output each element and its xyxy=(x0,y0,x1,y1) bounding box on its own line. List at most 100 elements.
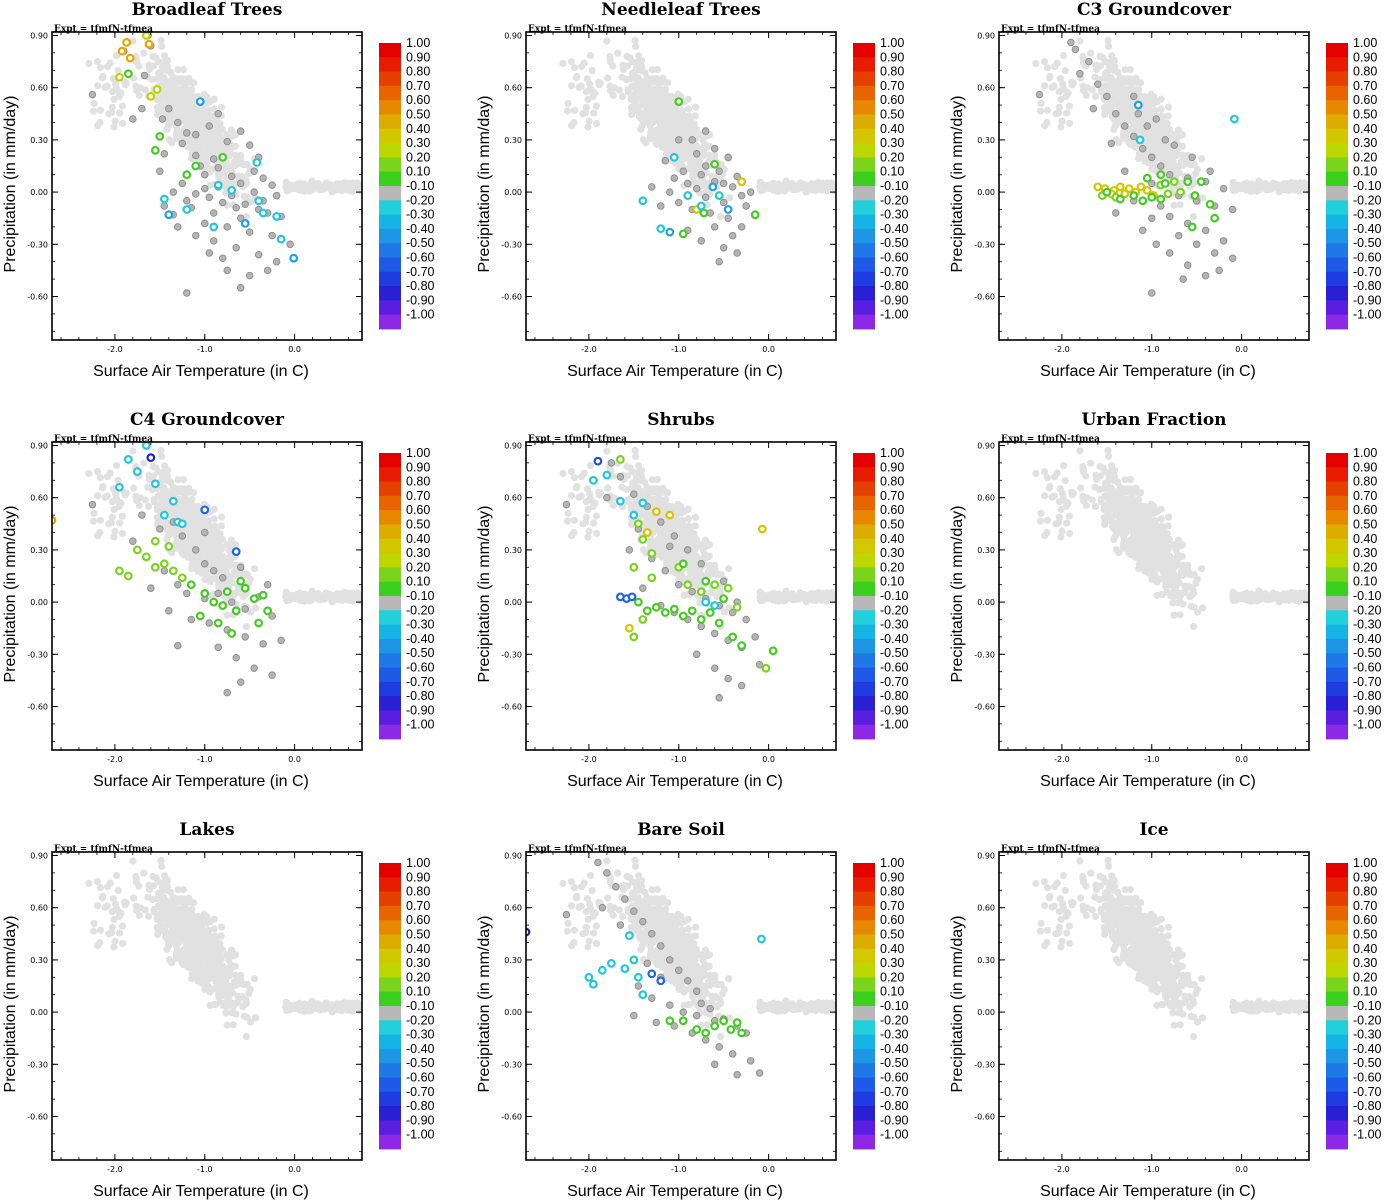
background-point xyxy=(651,91,659,99)
neutral-point xyxy=(201,219,209,228)
background-point xyxy=(210,130,218,139)
colored-point xyxy=(701,597,711,607)
background-point xyxy=(1063,109,1071,117)
colorbar-label: 0.20 xyxy=(406,150,430,164)
background-point xyxy=(1170,201,1178,209)
colored-point xyxy=(683,580,693,590)
background-point xyxy=(827,592,835,600)
background-point xyxy=(173,485,181,493)
colored-point xyxy=(710,580,720,590)
background-point xyxy=(164,122,173,130)
background-point xyxy=(713,593,721,601)
x-tick-label: -1.0 xyxy=(197,755,213,764)
background-point xyxy=(1101,468,1110,476)
colorbar-label: 0.10 xyxy=(1353,165,1377,179)
background-point xyxy=(251,604,260,612)
colored-point xyxy=(678,229,688,239)
colored-point xyxy=(141,32,151,40)
background-point xyxy=(581,519,590,527)
background-point xyxy=(604,484,612,492)
colorbar-swatch xyxy=(1326,186,1348,201)
y-tick-label: -0.60 xyxy=(501,702,522,711)
colored-point xyxy=(123,455,133,464)
neutral-point xyxy=(1215,266,1223,275)
neutral-point xyxy=(223,223,231,231)
neutral-point xyxy=(728,183,737,191)
neutral-point xyxy=(1134,110,1143,118)
colored-point xyxy=(114,566,124,576)
background-point xyxy=(1239,181,1248,189)
background-point xyxy=(672,144,680,152)
neutral-point xyxy=(218,198,227,207)
background-point xyxy=(164,62,172,71)
neutral-point xyxy=(218,254,227,262)
background-point xyxy=(94,122,102,130)
neutral-point xyxy=(241,200,249,209)
colored-point xyxy=(696,615,706,624)
colored-point xyxy=(1135,135,1145,145)
background-point xyxy=(1117,100,1126,108)
experiment-label: Expt = tfmfN-tfmea xyxy=(54,25,153,35)
background-point xyxy=(114,476,122,485)
colorbar-swatch xyxy=(1326,314,1348,330)
background-point xyxy=(93,58,102,66)
colorbar-label: 0.70 xyxy=(406,489,430,503)
points-layer xyxy=(559,36,836,266)
background-point xyxy=(691,513,700,521)
neutral-point xyxy=(236,284,245,292)
colored-point xyxy=(141,442,151,450)
background-point xyxy=(242,623,251,631)
y-tick-label: 0.60 xyxy=(977,84,995,93)
background-point xyxy=(215,583,223,591)
colored-point xyxy=(1115,194,1125,204)
neutral-point xyxy=(205,122,213,130)
neutral-point xyxy=(178,179,187,188)
neutral-point xyxy=(742,615,750,624)
background-point xyxy=(89,517,98,525)
colored-point xyxy=(213,618,223,628)
neutral-point xyxy=(1152,240,1160,249)
colored-point xyxy=(638,196,648,206)
colorbar-swatch xyxy=(853,624,875,640)
colored-point xyxy=(146,453,156,463)
background-point xyxy=(1103,478,1112,486)
background-point xyxy=(720,608,729,616)
colorbar-swatch xyxy=(379,114,401,130)
colorbar-label: 0.70 xyxy=(880,489,904,503)
colored-point xyxy=(1190,191,1200,200)
y-tick-label: 0.00 xyxy=(504,188,522,197)
neutral-point xyxy=(1148,289,1156,297)
colored-point xyxy=(642,606,652,616)
background-point xyxy=(182,111,190,119)
colorbar-swatch xyxy=(1326,157,1348,173)
background-point xyxy=(609,91,617,99)
background-point xyxy=(85,469,93,478)
colorbar-label: 0.40 xyxy=(880,122,904,136)
x-axis-label: Surface Air Temperature (in C) xyxy=(567,773,783,790)
neutral-point xyxy=(1148,153,1156,162)
background-point xyxy=(716,213,725,221)
colored-point xyxy=(1160,178,1170,188)
colorbar-swatch xyxy=(853,186,875,201)
colored-point xyxy=(651,602,661,612)
background-point xyxy=(628,58,637,66)
background-point xyxy=(1082,91,1090,99)
background-point xyxy=(773,183,781,192)
background-point xyxy=(173,75,181,83)
background-point xyxy=(1172,546,1180,554)
background-point xyxy=(1111,62,1119,71)
colored-point xyxy=(669,604,679,614)
colored-point xyxy=(254,618,264,628)
background-point xyxy=(570,106,579,114)
neutral-point xyxy=(259,640,267,648)
background-point xyxy=(705,151,714,159)
neutral-point xyxy=(562,500,571,509)
background-point xyxy=(570,474,579,482)
neutral-point xyxy=(697,170,705,179)
neutral-point xyxy=(1085,57,1093,66)
colorbar-label: 0.90 xyxy=(880,460,904,474)
colorbar-swatch xyxy=(379,696,401,711)
background-point xyxy=(656,111,664,119)
background-point xyxy=(292,591,301,599)
background-point xyxy=(585,117,593,125)
